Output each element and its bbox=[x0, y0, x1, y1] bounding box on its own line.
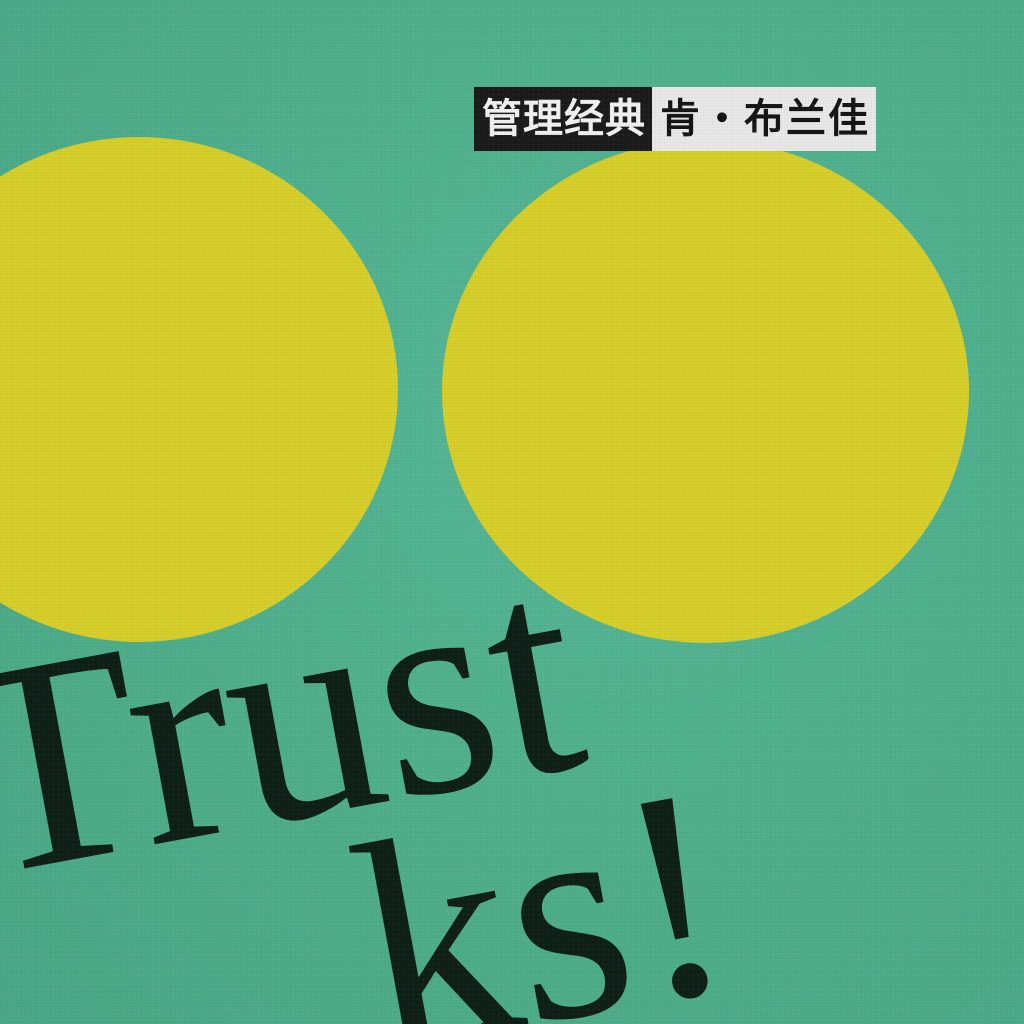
yellow-circle-left bbox=[0, 137, 398, 642]
cover-label-bar: 管理经典 肯・布兰佳 bbox=[474, 87, 876, 151]
yellow-circle-right bbox=[442, 140, 969, 643]
author-label: 肯・布兰佳 bbox=[652, 87, 876, 151]
series-label: 管理经典 bbox=[474, 87, 652, 151]
title-line-2: ks! bbox=[332, 722, 754, 1024]
